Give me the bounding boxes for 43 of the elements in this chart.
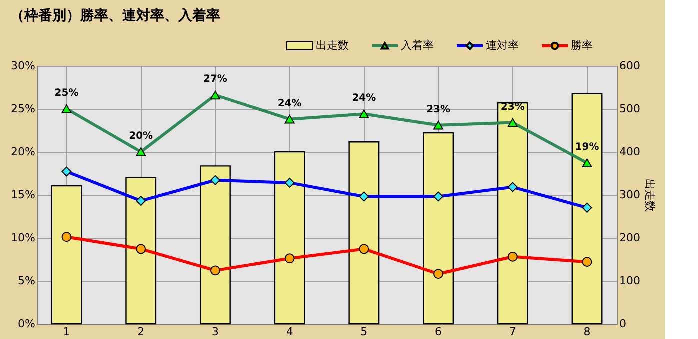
- x-tick-label: 6: [435, 326, 442, 338]
- data-label: 24%: [352, 93, 376, 104]
- data-label: 23%: [426, 104, 451, 116]
- data-label: 19%: [575, 142, 600, 154]
- x-tick-label: 4: [286, 326, 294, 338]
- data-label: 25%: [54, 88, 79, 99]
- x-tick-label: 2: [138, 326, 145, 338]
- chart-title: （枠番別）勝率、連対率、入着率: [10, 6, 221, 24]
- bar: [572, 93, 603, 325]
- data-label: 27%: [203, 74, 228, 86]
- bar: [126, 177, 157, 325]
- y2-tick-label: 300: [620, 188, 640, 202]
- y-tick-label: 0%: [18, 318, 36, 330]
- y-tick-label: 10%: [11, 232, 36, 244]
- x-tick-label: 5: [360, 326, 368, 338]
- y-tick-label: 15%: [11, 188, 36, 202]
- legend-label: 勝率: [571, 39, 593, 52]
- legend-label: 入着率: [401, 39, 434, 52]
- y2-tick-label: 500: [620, 102, 640, 116]
- y2-tick-label: 600: [620, 60, 640, 72]
- bar: [348, 142, 380, 325]
- y-tick-label: 25%: [11, 102, 36, 116]
- bar: [423, 132, 454, 325]
- legend-label: 出走数: [316, 39, 349, 52]
- y-tick-label: 30%: [11, 60, 36, 72]
- x-tick-label: 8: [584, 326, 591, 338]
- y-tick-label: 20%: [11, 146, 36, 158]
- y2-axis-title: 出走数: [643, 179, 656, 212]
- bar: [497, 102, 528, 325]
- x-tick-label: 7: [509, 326, 516, 338]
- y2-tick-label: 0: [620, 318, 626, 330]
- bar: [51, 185, 82, 325]
- y2-tick-label: 200: [620, 232, 640, 244]
- y2-tick-label: 400: [620, 146, 640, 158]
- legend-label: 連対率: [486, 39, 519, 52]
- y2-tick-label: 100: [620, 274, 640, 288]
- bar: [200, 166, 231, 325]
- y-tick-label: 5%: [18, 274, 36, 288]
- data-label: 24%: [278, 98, 302, 110]
- bar: [274, 151, 306, 325]
- data-label: 20%: [129, 131, 154, 142]
- x-tick-label: 1: [63, 326, 70, 338]
- x-tick-label: 3: [212, 326, 219, 338]
